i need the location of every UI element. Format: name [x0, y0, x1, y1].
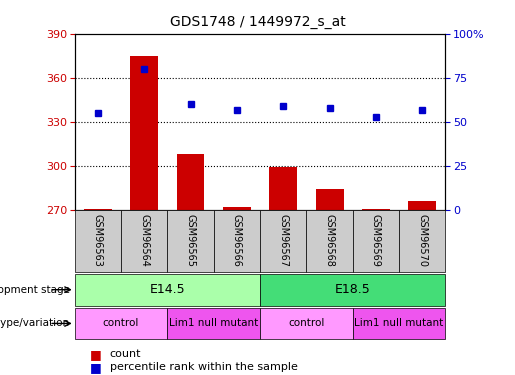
Bar	[75, 210, 121, 272]
Text: count: count	[110, 350, 141, 359]
Text: percentile rank within the sample: percentile rank within the sample	[110, 363, 298, 372]
Text: GSM96567: GSM96567	[278, 214, 288, 267]
Bar	[214, 210, 260, 272]
Bar	[269, 167, 297, 210]
Text: GSM96568: GSM96568	[324, 214, 335, 267]
Text: development stage: development stage	[0, 285, 70, 295]
Text: genotype/variation: genotype/variation	[0, 318, 70, 328]
Text: control: control	[103, 318, 139, 328]
Text: E18.5: E18.5	[335, 283, 371, 296]
Bar	[260, 274, 445, 306]
Bar	[223, 207, 251, 210]
Bar	[260, 210, 306, 272]
Bar	[177, 154, 204, 210]
Bar	[260, 308, 353, 339]
Bar	[353, 308, 445, 339]
Text: GSM96566: GSM96566	[232, 214, 242, 267]
Bar	[353, 210, 399, 272]
Text: GSM96565: GSM96565	[185, 214, 196, 267]
Bar	[121, 210, 167, 272]
Bar	[316, 189, 344, 210]
Text: Lim1 null mutant: Lim1 null mutant	[354, 318, 444, 328]
Text: GSM96569: GSM96569	[371, 214, 381, 267]
Text: E14.5: E14.5	[149, 283, 185, 296]
Bar	[84, 209, 112, 210]
Bar	[75, 308, 167, 339]
Bar	[408, 201, 436, 210]
Text: GSM96563: GSM96563	[93, 214, 103, 267]
Bar	[167, 210, 214, 272]
Bar	[75, 274, 260, 306]
Text: GSM96570: GSM96570	[417, 214, 427, 267]
Bar	[167, 308, 260, 339]
Bar	[362, 209, 390, 210]
Text: GDS1748 / 1449972_s_at: GDS1748 / 1449972_s_at	[169, 15, 346, 29]
Text: GSM96564: GSM96564	[139, 214, 149, 267]
Bar	[130, 56, 158, 210]
Text: ■: ■	[90, 348, 102, 361]
Text: control: control	[288, 318, 324, 328]
Text: ■: ■	[90, 361, 102, 374]
Text: Lim1 null mutant: Lim1 null mutant	[169, 318, 259, 328]
Bar	[306, 210, 353, 272]
Bar	[399, 210, 445, 272]
